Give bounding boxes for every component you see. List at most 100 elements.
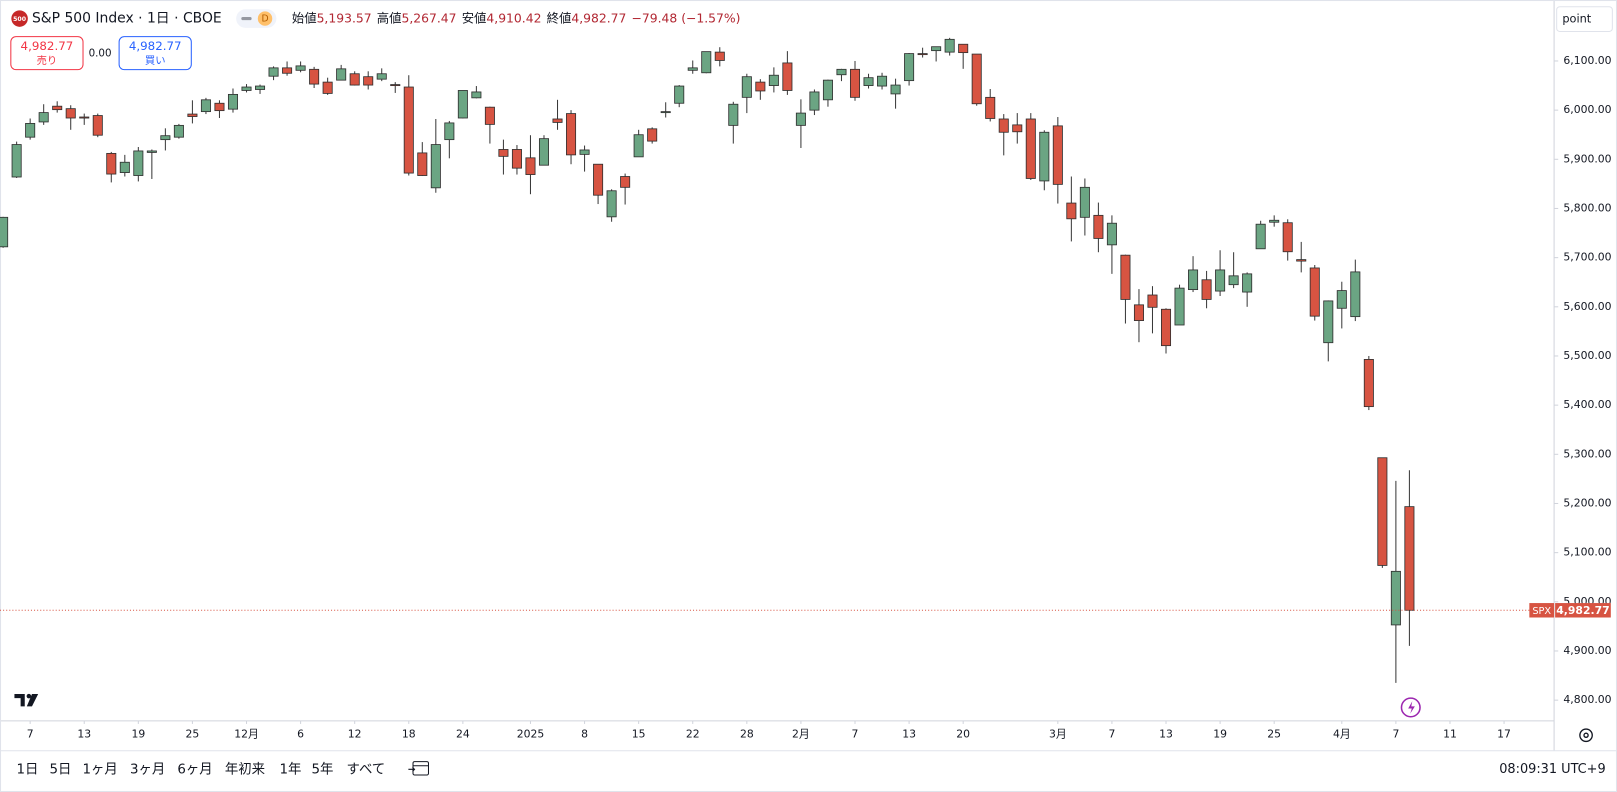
- ohlc-label: 始値: [292, 10, 317, 25]
- candle-body: [660, 111, 671, 114]
- candle-body: [390, 84, 401, 87]
- x-tick-label: 18: [402, 727, 416, 740]
- logo-part: [26, 693, 32, 699]
- gear-hub: [1583, 732, 1589, 739]
- candle-body: [701, 51, 712, 74]
- candle-body: [1133, 304, 1144, 321]
- candle-body: [890, 84, 901, 95]
- time-axis: 7 13 19 25 12月 6 12 18 24 2025 8 15 22 28 2月 7 13 20 3月 7 13…: [27, 720, 1511, 740]
- range-button[interactable]: 1日: [17, 762, 39, 777]
- range-button[interactable]: 6ヶ月: [177, 762, 212, 777]
- candle-body: [1323, 300, 1334, 344]
- buy-label: 買い: [145, 55, 166, 67]
- range-button[interactable]: 5年: [311, 761, 333, 777]
- status-badge: [257, 11, 273, 26]
- candle-body: [809, 91, 820, 111]
- candle-body: [1066, 202, 1077, 220]
- candle-body: [200, 99, 211, 113]
- y-tick-label: 5,900.00: [1563, 152, 1611, 165]
- y-tick-label: 5,800.00: [1563, 201, 1611, 214]
- candle-body: [376, 73, 387, 80]
- range-button[interactable]: すべて: [347, 761, 386, 777]
- ohlc-label: 高値: [377, 10, 402, 25]
- candle-body: [836, 68, 847, 76]
- scale-mode-button[interactable]: [1556, 6, 1613, 32]
- candle-body: [295, 65, 306, 71]
- x-tick-label: 4月: [1333, 727, 1351, 740]
- candle-body: [1052, 125, 1063, 185]
- x-tick-label: 28: [740, 727, 754, 740]
- range-button[interactable]: 5日: [50, 762, 72, 777]
- x-tick-label: 22: [686, 727, 700, 740]
- symbol-icon: [11, 10, 28, 27]
- candle-body: [1106, 222, 1117, 246]
- x-tick-label: 13: [1159, 727, 1173, 740]
- sell-button[interactable]: [10, 36, 84, 71]
- candle-body: [1228, 275, 1239, 286]
- candle-body: [336, 68, 347, 81]
- y-tick-label: 4,800.00: [1563, 693, 1611, 706]
- settings-icon[interactable]: [1579, 728, 1593, 743]
- ohlc-change: −79.48 (−1.57%): [632, 11, 741, 25]
- x-tick-label: 15: [632, 727, 646, 740]
- candle-body: [566, 113, 577, 156]
- candle-body: [1269, 219, 1280, 223]
- y-tick-label: 5,400.00: [1563, 398, 1611, 411]
- x-tick-label: 6: [297, 727, 304, 740]
- y-tick-label: 5,600.00: [1563, 300, 1611, 313]
- candle-body: [309, 68, 320, 85]
- candle-body: [768, 74, 779, 86]
- candle-body: [403, 86, 414, 174]
- candle-body: [647, 128, 658, 142]
- candle-body: [255, 85, 266, 90]
- candle-body: [471, 91, 482, 99]
- candle-body: [728, 103, 739, 126]
- x-tick-label: 7: [1108, 727, 1115, 740]
- x-tick-label: 8: [581, 727, 588, 740]
- candle-body: [241, 86, 252, 91]
- range-button[interactable]: 年初来: [225, 761, 265, 777]
- range-button[interactable]: 1ヶ月: [83, 762, 118, 777]
- buy-button[interactable]: [118, 36, 192, 71]
- candle-body: [674, 85, 685, 104]
- candle-body: [985, 96, 996, 119]
- x-tick-label: 7: [852, 727, 859, 740]
- gear: [1579, 728, 1593, 743]
- candle-body: [538, 138, 550, 166]
- candle-body: [227, 93, 238, 110]
- candle-body: [1120, 254, 1131, 300]
- scale-mode[interactable]: point: [1562, 12, 1591, 26]
- range-toolbar: 1日 5日 1ヶ月 3ヶ月 6ヶ月 年初来 1年 5年 すべて: [17, 761, 386, 777]
- candle-body: [1377, 457, 1388, 566]
- candle-body: [1296, 259, 1307, 262]
- sell-label: 売り: [37, 54, 58, 67]
- candle-body: [1282, 222, 1293, 253]
- range-button[interactable]: 1年: [279, 761, 301, 777]
- candle-body: [1201, 279, 1212, 300]
- date-range-icon[interactable]: [408, 761, 429, 776]
- symbol-title[interactable]: S&P 500 Index · 1日 · CBOE: [32, 11, 222, 27]
- candle-body: [173, 124, 184, 138]
- candle-body: [1079, 186, 1090, 218]
- sell-price: 4,982.77: [21, 39, 74, 53]
- x-tick-label: 19: [131, 727, 145, 740]
- candle-body: [444, 122, 455, 141]
- ohlc-value: 4,910.42: [486, 11, 541, 25]
- candle-body: [92, 115, 103, 136]
- x-tick-label: 7: [27, 727, 34, 740]
- candle-body: [633, 134, 644, 158]
- candle-body: [363, 76, 374, 86]
- candle-body: [133, 150, 144, 176]
- candle-body: [863, 77, 874, 86]
- candle-body: [1093, 214, 1104, 239]
- x-tick-label: 17: [1497, 727, 1511, 740]
- ohlc-value: 5,267.47: [401, 11, 456, 25]
- candle-body: [146, 150, 157, 153]
- candle-body: [593, 163, 604, 196]
- candle-body: [1188, 269, 1199, 291]
- x-tick-label: 2025: [517, 727, 545, 740]
- candle-body: [106, 152, 117, 175]
- logo-part: [26, 694, 39, 707]
- range-button[interactable]: 3ヶ月: [130, 762, 165, 777]
